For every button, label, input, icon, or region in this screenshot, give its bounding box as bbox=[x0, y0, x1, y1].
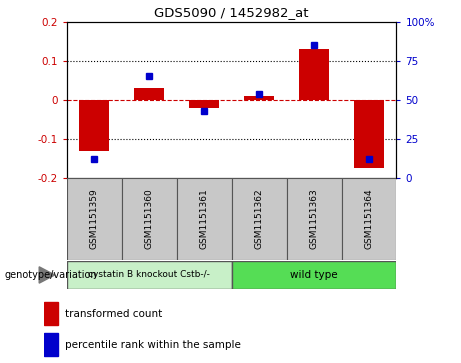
Bar bbox=[244, 96, 274, 100]
Bar bbox=[177, 178, 231, 260]
Bar bbox=[134, 88, 165, 100]
Polygon shape bbox=[39, 267, 55, 283]
Bar bbox=[67, 261, 231, 289]
Text: cystatin B knockout Cstb-/-: cystatin B knockout Cstb-/- bbox=[89, 270, 210, 280]
Text: GSM1151359: GSM1151359 bbox=[90, 188, 99, 249]
Text: transformed count: transformed count bbox=[65, 309, 163, 319]
Bar bbox=[189, 100, 219, 108]
Bar bbox=[354, 100, 384, 168]
Bar bbox=[44, 333, 58, 356]
Bar bbox=[287, 178, 342, 260]
Text: GSM1151364: GSM1151364 bbox=[365, 188, 373, 249]
Text: GSM1151362: GSM1151362 bbox=[254, 188, 264, 249]
Text: genotype/variation: genotype/variation bbox=[5, 270, 97, 280]
Bar bbox=[299, 49, 329, 100]
Bar bbox=[342, 178, 396, 260]
Bar bbox=[44, 302, 58, 325]
Bar bbox=[79, 100, 109, 151]
Bar bbox=[122, 178, 177, 260]
Text: GSM1151361: GSM1151361 bbox=[200, 188, 209, 249]
Text: wild type: wild type bbox=[290, 270, 338, 280]
Bar bbox=[67, 178, 122, 260]
Text: percentile rank within the sample: percentile rank within the sample bbox=[65, 339, 241, 350]
Bar bbox=[231, 178, 287, 260]
Bar bbox=[231, 261, 396, 289]
Title: GDS5090 / 1452982_at: GDS5090 / 1452982_at bbox=[154, 6, 309, 19]
Text: GSM1151360: GSM1151360 bbox=[145, 188, 154, 249]
Text: GSM1151363: GSM1151363 bbox=[309, 188, 319, 249]
